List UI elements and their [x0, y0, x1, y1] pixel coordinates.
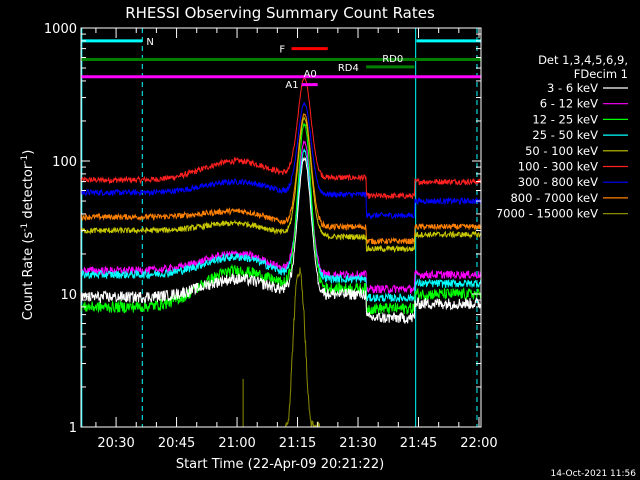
series-line-7: [80, 156, 482, 324]
legend-entry-label-0: 3 - 6 keV: [547, 81, 598, 95]
series-line-1: [80, 101, 482, 220]
flag-label-4: RD4: [338, 63, 359, 74]
plot-area: N F RD0 RD4 A0 A1: [80, 28, 482, 428]
series-line-0: [80, 77, 482, 201]
legend-header-1: FDecim 1: [574, 67, 628, 81]
y-tick-label-3: 1000: [44, 22, 77, 37]
flag-label-5: A0: [304, 69, 317, 80]
x-tick-label-5: 21:45: [400, 436, 437, 451]
legend-entry-label-3: 25 - 50 keV: [532, 128, 598, 142]
y-axis-label-main: Count Rate (s: [21, 232, 36, 321]
y-axis-label: Count Rate (s-1 detector-1): [20, 150, 36, 321]
x-tick-label-6: 22:00: [460, 436, 497, 451]
y-axis-label-mid: detector: [21, 163, 36, 223]
flag-label-3: RD0: [382, 54, 403, 65]
series-line-2: [80, 113, 482, 246]
y-axis-label-sup2: -1: [20, 155, 30, 164]
x-tick-label-1: 20:45: [158, 436, 195, 451]
y-axis-label-end: ): [21, 150, 36, 155]
legend: Det 1,3,4,5,6,9,FDecim 13 - 6 keV 6 - 12 …: [496, 53, 628, 221]
series-line-5: [80, 147, 482, 303]
x-axis-label: Start Time (22-Apr-09 20:21:22): [176, 457, 384, 472]
series-line-7000-15000kev: [284, 267, 321, 428]
y-tick-label-2: 100: [52, 155, 77, 170]
legend-entry-label-7: 800 - 7000 keV: [510, 191, 598, 205]
series-line-3: [80, 116, 482, 254]
legend-header-0: Det 1,3,4,5,6,9,: [538, 53, 628, 67]
legend-entry-label-8: 7000 - 15000 keV: [496, 207, 598, 221]
x-tick-label-4: 21:30: [339, 436, 376, 451]
y-tick-label-1: 10: [60, 288, 77, 303]
x-tick-label-0: 20:30: [97, 436, 134, 451]
legend-entry-label-5: 100 - 300 keV: [518, 160, 598, 174]
axes: 1 10 100 1000 20:30 20:45 21:00 21:15 21:30 21:45…: [44, 22, 498, 451]
y-axis-label-sup1: -1: [20, 223, 30, 232]
chart-title: RHESSI Observing Summary Count Rates: [125, 4, 435, 22]
flag-label-6: A1: [285, 80, 298, 91]
x-tick-label-2: 21:00: [218, 436, 255, 451]
flag-label-0: N: [146, 37, 153, 48]
legend-entry-label-2: 12 - 25 keV: [532, 112, 598, 126]
x-tick-label-3: 21:15: [279, 436, 316, 451]
legend-entry-label-4: 50 - 100 keV: [525, 144, 598, 158]
series-line-4: [80, 140, 482, 295]
y-tick-label-0: 1: [69, 421, 77, 436]
legend-entry-label-1: 6 - 12 keV: [540, 97, 598, 111]
flag-label-2: F: [279, 45, 285, 56]
legend-entry-label-6: 300 - 800 keV: [518, 175, 598, 189]
footer-timestamp: 14-Oct-2021 11:56: [551, 469, 637, 479]
plot-frame: [80, 27, 482, 428]
